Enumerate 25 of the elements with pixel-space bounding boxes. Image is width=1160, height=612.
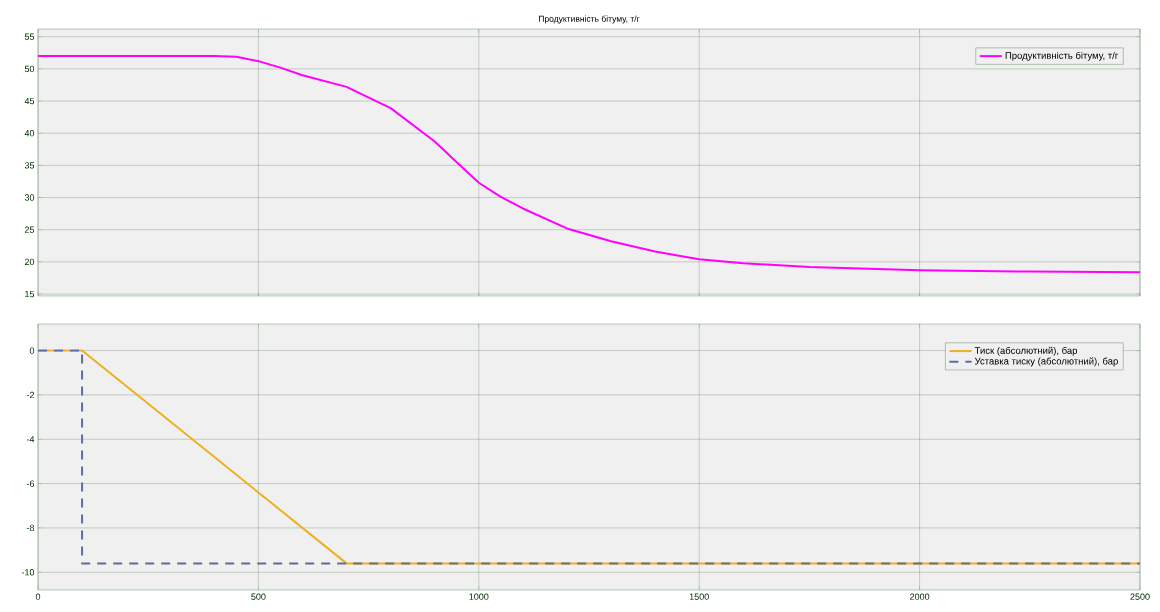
x-tick-label: 1500 <box>689 593 709 600</box>
x-tick-label: 500 <box>251 593 266 600</box>
y-tick-label: 30 <box>24 194 35 201</box>
y-tick-label: -8 <box>26 524 35 532</box>
y-tick-label: 20 <box>24 258 35 266</box>
x-tick-label: 0 <box>35 593 41 600</box>
y-tick-label: -2 <box>26 391 35 399</box>
y-tick-label: 45 <box>24 97 35 105</box>
y-tick-label: 40 <box>24 130 35 137</box>
y-tick-label: -4 <box>26 436 35 443</box>
x-tick-label: 1000 <box>469 593 489 600</box>
y-tick-label: 25 <box>24 226 35 233</box>
y-tick-label: 0 <box>29 347 35 354</box>
y-tick-label: -10 <box>21 569 35 576</box>
legend-label: Продуктивність бітуму, т/г <box>1005 51 1118 61</box>
y-tick-label: 15 <box>25 290 35 298</box>
y-tick-label: 35 <box>24 162 35 169</box>
legend-label: Уставка тиску (абсолютний), бар <box>974 357 1118 367</box>
y-tick-label: 50 <box>24 65 35 73</box>
y-tick-label: -6 <box>26 480 35 487</box>
x-tick-label: 2500 <box>1130 593 1150 600</box>
y-tick-label: 55 <box>24 33 35 40</box>
chart-title: Продуктивність бітуму, т/г <box>538 15 640 24</box>
legend-label: Тиск (абсолютний), бар <box>974 346 1078 356</box>
x-tick-label: 2000 <box>910 593 930 600</box>
